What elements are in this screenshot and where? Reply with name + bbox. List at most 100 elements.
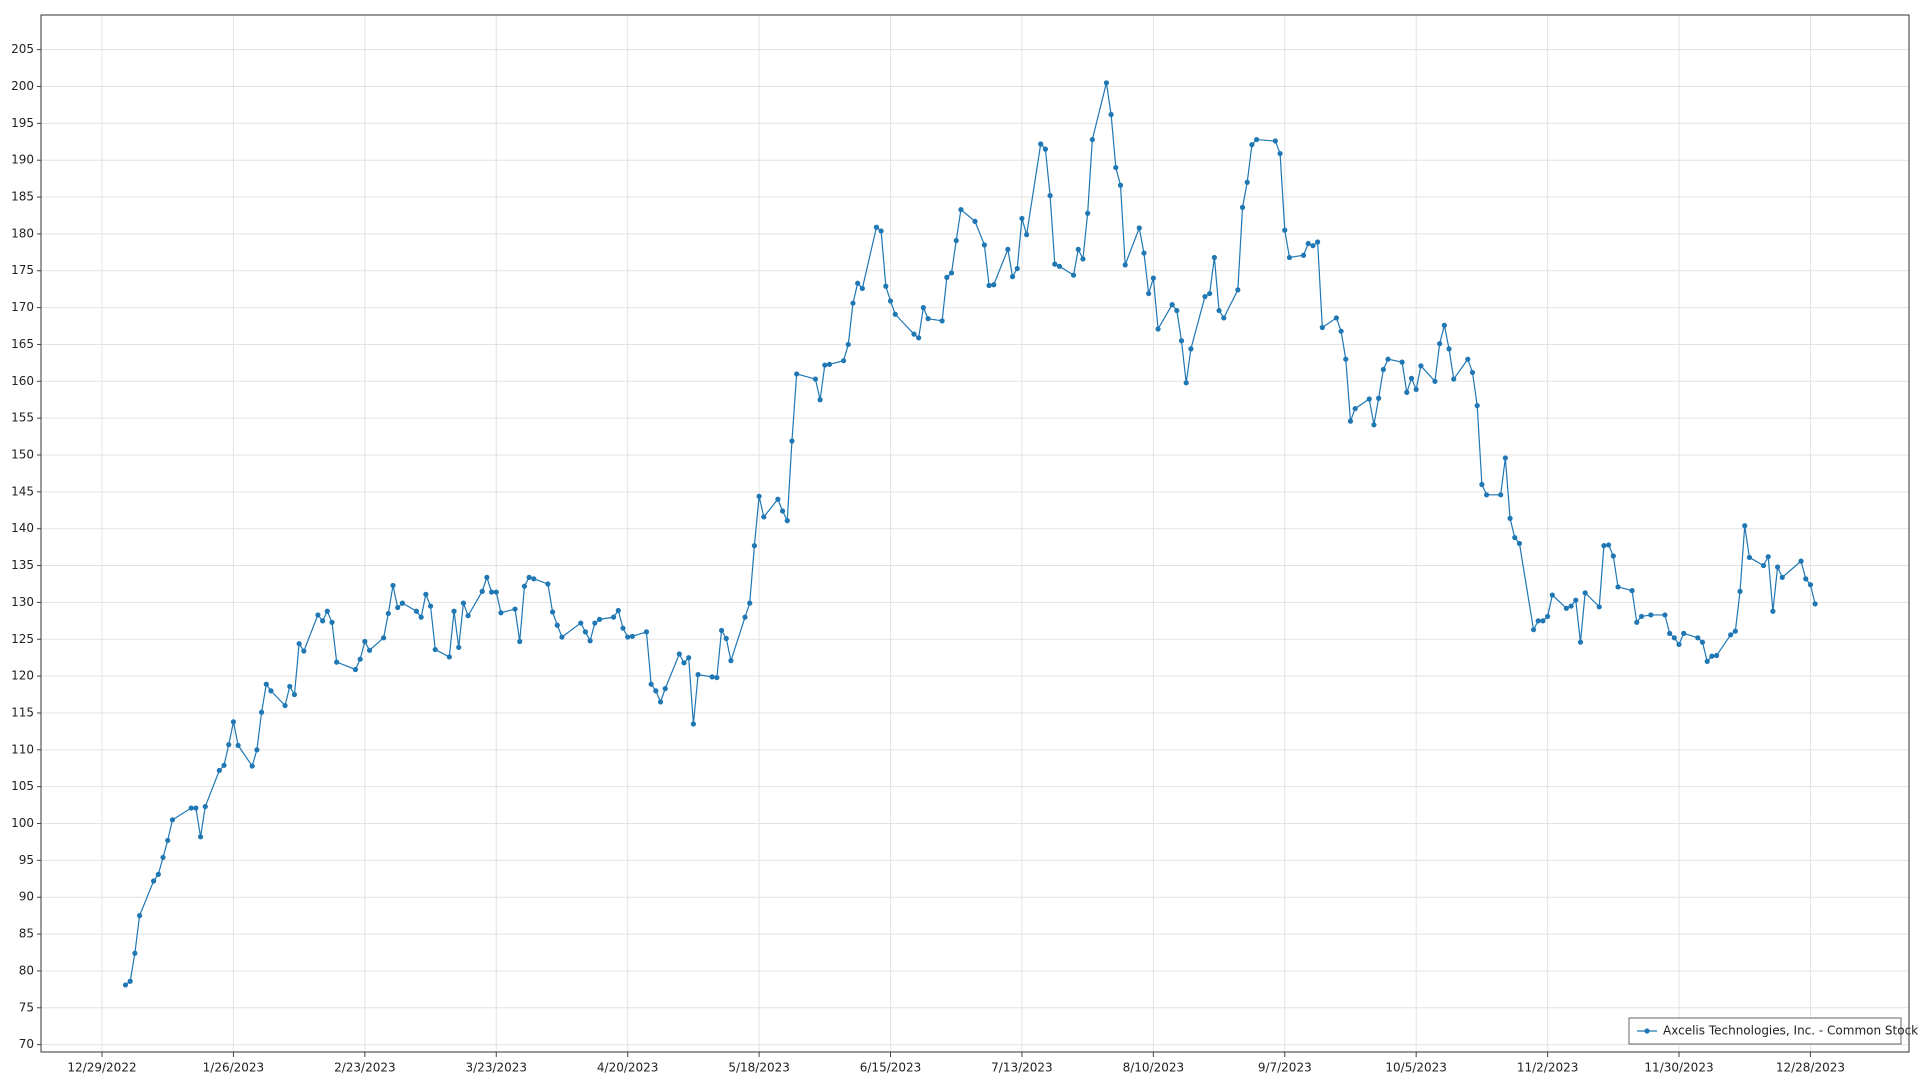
data-point [1648,612,1654,618]
data-point [282,702,288,709]
data-point [676,651,682,657]
x-tick-label: 9/7/2023 [1258,1061,1312,1075]
data-point [1483,492,1490,498]
data-point [423,591,429,597]
data-point [944,274,950,280]
data-point [1676,641,1682,648]
data-point [427,603,434,609]
data-point [747,600,753,606]
data-point [1183,380,1189,386]
data-point [1249,142,1255,148]
y-tick-label: 95 [19,853,34,867]
x-tick-label: 8/10/2023 [1123,1061,1185,1075]
data-point [1798,558,1804,564]
data-point [920,305,926,311]
data-point [1582,590,1588,596]
data-point [216,767,222,774]
data-point [136,913,143,919]
data-point [1760,562,1767,569]
data-point [390,582,396,589]
y-tick-label: 160 [11,374,34,388]
y-tick-label: 75 [19,1000,34,1014]
data-point [1207,290,1213,297]
data-point [1803,576,1809,582]
data-point [761,514,767,520]
data-point [357,656,363,662]
data-point [578,620,584,626]
data-point [1169,302,1175,308]
y-tick-label: 150 [11,448,34,462]
data-point [1202,293,1208,300]
data-point [1272,138,1278,144]
data-point [728,658,734,664]
data-point [315,612,321,618]
data-point [249,763,255,769]
data-point [366,647,373,653]
data-point [1728,632,1734,638]
data-point [1376,395,1382,401]
data-point [1080,256,1086,262]
data-point [1545,613,1551,620]
data-point [169,817,176,823]
x-tick-label: 11/30/2023 [1644,1061,1713,1075]
data-point [1742,523,1748,529]
x-tick-label: 6/15/2023 [860,1061,922,1075]
data-point [1315,239,1321,245]
data-point [1573,597,1579,603]
data-point [887,298,894,304]
data-point [714,674,720,681]
data-point [892,311,898,317]
plot-frame [40,14,1910,1053]
data-point [1366,396,1372,402]
data-point [418,614,424,620]
data-point [794,371,800,377]
data-point [1113,164,1119,171]
data-point [629,633,635,639]
data-point [1136,225,1142,231]
data-point [1282,227,1288,233]
data-point [1610,553,1616,559]
y-tick-label: 135 [11,558,34,572]
x-tick-label: 11/2/2023 [1517,1061,1579,1075]
y-tick-label: 130 [11,595,34,609]
data-point [751,543,758,549]
y-tick-label: 115 [11,705,34,719]
data-point [549,609,556,615]
y-tick-label: 205 [11,42,34,56]
data-point [488,589,495,595]
data-point [1056,263,1063,269]
data-point [352,666,359,673]
y-tick-label: 190 [11,153,34,167]
data-point [526,574,532,580]
y-tick-label: 105 [11,779,34,793]
y-tick-label: 175 [11,263,34,277]
legend: Axcelis Technologies, Inc. - Common Stoc… [1628,1017,1918,1045]
data-point [1779,574,1785,580]
data-point [1765,554,1771,560]
data-point [817,397,823,403]
y-tick-label: 100 [11,816,34,830]
data-point [981,242,987,248]
y-tick-label: 90 [19,890,34,904]
data-point [1606,542,1612,548]
y-tick-label: 145 [11,484,34,498]
data-point [385,610,391,617]
data-point [296,641,302,647]
data-point [1070,272,1077,278]
data-point [155,871,161,877]
data-point [1479,481,1485,488]
x-tick-label: 10/5/2023 [1385,1061,1447,1075]
data-point [1235,287,1241,293]
data-point [1024,232,1030,238]
x-tick-label: 5/18/2023 [728,1061,790,1075]
data-point [775,496,781,502]
data-point [1601,543,1607,549]
data-point [151,878,157,884]
data-point [1634,619,1640,625]
legend-box [1628,1017,1902,1045]
data-point [1019,215,1025,222]
data-point [1770,608,1776,614]
data-point [1141,250,1147,256]
data-point [1216,307,1222,314]
data-point [512,606,518,612]
